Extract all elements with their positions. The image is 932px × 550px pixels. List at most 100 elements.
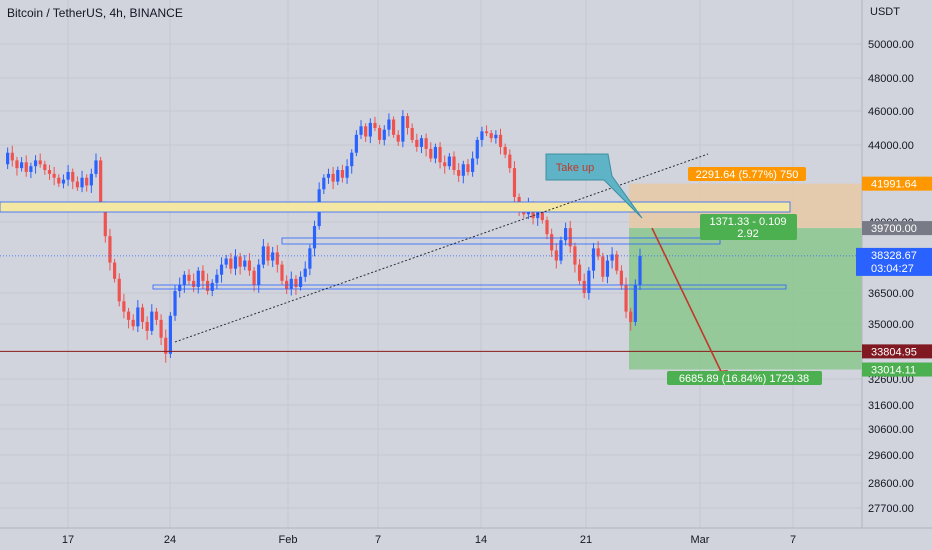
candle-body	[354, 134, 358, 153]
candle-body	[610, 254, 614, 261]
candle-body	[257, 264, 261, 285]
candle-body	[15, 160, 19, 169]
candle-body	[29, 166, 33, 172]
candle-body	[19, 162, 24, 169]
candle-body	[229, 258, 233, 269]
candle-body	[205, 280, 210, 291]
candle-body	[582, 280, 586, 293]
candle-body	[512, 168, 517, 197]
candle-body	[140, 307, 145, 322]
entry-label-line1: 1371.33 - 0.109	[709, 216, 786, 228]
candle-body	[577, 264, 582, 281]
x-tick-label: 7	[790, 534, 796, 546]
candle-body	[350, 152, 354, 167]
chart-title: Bitcoin / TetherUS, 4h, BINANCE	[7, 6, 183, 20]
projection-arrow	[651, 227, 723, 374]
candle-body	[396, 134, 400, 142]
candle-body	[461, 164, 465, 176]
currency-label: USDT	[870, 6, 900, 18]
y-tick-label: 31600.00	[868, 400, 914, 412]
candle-body	[359, 126, 363, 135]
candle-body	[638, 255, 642, 285]
time-axis[interactable]: 17 24 Feb 7 14 21 Mar 7	[62, 534, 796, 546]
candle-body	[150, 311, 154, 331]
candle-body	[47, 170, 52, 174]
candle-body	[559, 240, 563, 261]
range-box-lower	[152, 284, 787, 290]
price-tag	[862, 221, 932, 236]
candle-body	[219, 264, 224, 275]
x-tick-label: 14	[475, 534, 487, 546]
candle-body	[443, 162, 447, 167]
candle-body	[471, 158, 475, 172]
candle-body	[484, 131, 489, 134]
candle-body	[494, 134, 498, 139]
candle-body	[136, 307, 140, 327]
currency-unit[interactable]: USDT	[870, 6, 900, 18]
candle-body	[303, 268, 307, 277]
candle-body	[24, 162, 28, 172]
candle-body	[410, 128, 414, 140]
candle-body	[364, 126, 368, 137]
candle-body	[94, 160, 98, 174]
candle-body	[591, 248, 596, 271]
candle-body	[164, 337, 168, 354]
candle-body	[475, 139, 479, 159]
y-tick-label: 27700.00	[868, 503, 914, 515]
candle-body	[550, 234, 554, 251]
candle-body	[271, 252, 275, 261]
x-tick-label: 21	[580, 534, 592, 546]
price-tag-label: 33014.11	[871, 365, 916, 377]
y-tick-label: 32600.00	[868, 374, 914, 386]
candle-body	[340, 170, 345, 178]
candle-body	[75, 181, 79, 188]
candle-body	[605, 260, 610, 277]
candle-body	[401, 116, 405, 142]
candle-body	[331, 173, 335, 182]
candle-body	[80, 177, 84, 188]
candle-body	[545, 220, 549, 235]
candle-body	[466, 164, 470, 172]
price-tag	[862, 176, 932, 191]
candle-body	[508, 154, 512, 169]
y-tick-label: 30600.00	[868, 424, 914, 436]
current-price-tag	[856, 247, 932, 276]
candle-body	[619, 270, 624, 285]
candle-body	[378, 128, 382, 140]
y-tick-label: 44000.00	[868, 140, 914, 152]
candle-body	[57, 177, 61, 184]
candle-body	[275, 252, 279, 265]
price-axis[interactable]: 27700.00 28600.00 29600.00 30600.00 31600.00…	[868, 39, 914, 515]
candle-body	[326, 173, 331, 178]
candle-body	[233, 256, 238, 269]
y-tick-label: 48000.00	[868, 73, 914, 85]
candle-body	[322, 177, 326, 190]
candle-body	[447, 156, 451, 167]
candle-body	[122, 301, 126, 312]
candle-body	[280, 264, 284, 281]
candle-body	[568, 228, 572, 247]
current-price-label: 38328.67	[871, 250, 917, 262]
x-tick-label: 24	[164, 534, 176, 546]
candle-body	[419, 138, 424, 147]
candle-body	[131, 319, 135, 327]
candle-body	[187, 274, 191, 281]
candle-body	[6, 152, 10, 165]
x-tick-label: Mar	[691, 534, 710, 546]
drawings	[0, 153, 862, 383]
candle-body	[601, 256, 605, 277]
x-tick-label: Feb	[279, 534, 298, 546]
candle-body	[112, 262, 117, 279]
candle-body	[294, 278, 298, 287]
candle-body	[480, 131, 484, 140]
candle-body	[182, 274, 186, 285]
candle-body	[33, 160, 38, 167]
candle-body	[405, 116, 410, 128]
candle-body	[38, 160, 42, 165]
candle-body	[71, 171, 75, 182]
candle-body	[391, 119, 396, 135]
candle-body	[345, 166, 349, 178]
candle-body	[289, 278, 293, 289]
candle-body	[173, 290, 177, 316]
